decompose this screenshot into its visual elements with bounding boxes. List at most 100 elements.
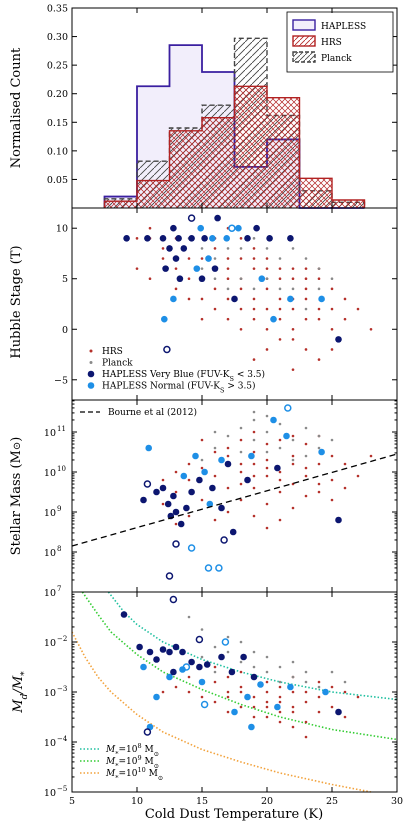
hapless-normal-point: [140, 663, 147, 671]
hrs-point: [187, 257, 191, 260]
hrs-point: [343, 486, 347, 490]
hrs-point: [161, 690, 165, 694]
hrs-point: [161, 502, 165, 506]
hrs-point: [317, 680, 321, 684]
hrs-point: [213, 450, 217, 454]
hrs-point: [278, 438, 282, 442]
planck-point: [291, 247, 295, 250]
hapless-very-blue-point: [136, 643, 143, 651]
hapless-very-blue-point: [183, 504, 190, 512]
hapless-upper-limit-point: [182, 663, 191, 671]
hrs-point: [200, 466, 204, 470]
hrs-point: [239, 670, 243, 674]
hrs-point: [304, 267, 308, 270]
planck-point: [317, 287, 321, 291]
hrs-point: [226, 267, 230, 270]
hapless-very-blue-point: [162, 265, 169, 272]
y-tick-label: 0: [62, 325, 68, 336]
hrs-point: [304, 494, 308, 498]
planck-point: [304, 454, 308, 458]
hapless-upper-limit-point: [220, 536, 228, 544]
hrs-point: [330, 498, 334, 502]
hist-outline-hrs: [103, 85, 366, 208]
hapless-very-blue-point: [172, 508, 180, 516]
hapless-very-blue-point: [244, 235, 251, 242]
planck-point: [304, 307, 308, 311]
hrs-point: [330, 478, 334, 482]
planck-point: [278, 446, 282, 450]
hrs-point: [226, 446, 230, 450]
hrs-point: [330, 454, 334, 458]
hrs-point: [278, 277, 282, 281]
hrs-point: [278, 267, 282, 270]
hrs-point: [226, 257, 230, 260]
hapless-normal-point: [209, 235, 216, 242]
histogram-panel: 0.05 0.10 0.15 0.20 0.25 0.30 0.35 HAPLESS HRS P…: [9, 4, 398, 209]
planck-point: [200, 458, 204, 462]
planck-point: [278, 680, 282, 684]
hrs-point: [252, 450, 256, 454]
hist-tick-label: 0.10: [47, 146, 68, 157]
legend-swatch-hrs: [292, 35, 316, 47]
planck-point: [252, 418, 256, 422]
hapless-normal-point: [197, 224, 204, 232]
hapless-very-blue-point: [250, 673, 258, 681]
hrs-point: [317, 358, 321, 361]
hapless-very-blue-point: [218, 504, 225, 512]
planck-point: [291, 660, 295, 664]
hrs-point: [343, 462, 347, 466]
hapless-normal-point: [235, 224, 242, 232]
y-tick-label: 10: [44, 468, 56, 479]
hapless-upper-limit-point: [204, 564, 213, 572]
hapless-very-blue-point: [287, 235, 294, 242]
hapless-very-blue-point: [224, 460, 232, 468]
planck-point: [330, 438, 334, 442]
mass-y-label: Stellar Mass (M⊙): [9, 437, 24, 556]
hapless-very-blue-point: [140, 496, 147, 504]
y-tick-label: 10: [44, 788, 56, 799]
hrs-point: [304, 720, 308, 724]
y-tick-exponent: 9: [57, 505, 61, 513]
planck-point: [252, 438, 256, 442]
planck-point: [226, 650, 230, 654]
planck-point: [278, 422, 282, 426]
ratio-legend: M*=108 M⊙M*=109 M⊙M*=1010 M⊙: [80, 742, 163, 782]
planck-point: [265, 655, 269, 659]
planck-point: [239, 450, 243, 454]
hrs-point: [304, 735, 308, 739]
hrs-point: [330, 685, 334, 689]
planck-point: [265, 450, 269, 454]
legend-label: M*=108 M⊙: [105, 742, 159, 758]
hapless-very-blue-point: [211, 265, 219, 272]
hapless-normal-point: [161, 315, 168, 323]
hrs-point: [252, 430, 256, 434]
hrs-point: [291, 710, 295, 714]
hrs-point: [265, 474, 269, 478]
hapless-normal-point: [318, 295, 325, 303]
hrs-point: [174, 490, 178, 494]
hrs-point: [174, 267, 178, 270]
hrs-point: [278, 338, 282, 341]
hrs-point: [213, 518, 217, 522]
x-axis-label: Cold Dust Temperature (K): [145, 807, 323, 822]
mass-legend: Bourne et al (2012): [80, 407, 197, 418]
hrs-point: [226, 675, 230, 679]
hrs-point: [200, 438, 204, 442]
hapless-very-blue-point: [172, 255, 180, 262]
hapless-very-blue-point: [266, 235, 273, 242]
hapless-very-blue-point: [146, 648, 154, 656]
hapless-very-blue-point: [253, 224, 260, 232]
hrs-point: [252, 358, 256, 361]
hrs-point: [148, 226, 152, 230]
hapless-very-blue-point: [180, 245, 188, 252]
mass-points: [71, 404, 398, 580]
y-tick-label: 5: [62, 274, 68, 285]
y-tick-exponent: −2: [57, 635, 67, 643]
hapless-normal-point: [193, 265, 201, 272]
hist-tick-label: 0.30: [47, 32, 68, 43]
legend-swatch-planck: [292, 51, 316, 63]
planck-point: [239, 426, 243, 430]
